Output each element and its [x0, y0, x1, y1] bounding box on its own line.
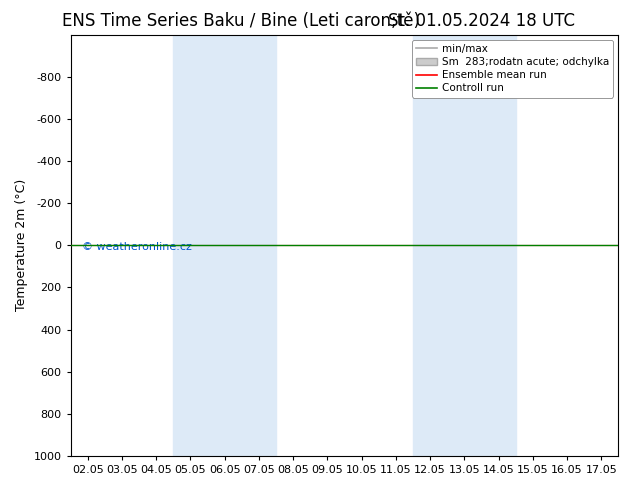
Bar: [413, 35, 515, 456]
Text: © weatheronline.cz: © weatheronline.cz: [82, 243, 191, 252]
Legend: min/max, Sm  283;rodatn acute; odchylka, Ensemble mean run, Controll run: min/max, Sm 283;rodatn acute; odchylka, …: [411, 40, 613, 98]
Text: ENS Time Series Baku / Bine (Leti caron;tě): ENS Time Series Baku / Bine (Leti caron;…: [62, 12, 420, 30]
Text: St. 01.05.2024 18 UTC: St. 01.05.2024 18 UTC: [389, 12, 575, 30]
Y-axis label: Temperature 2m (°C): Temperature 2m (°C): [15, 179, 28, 312]
Bar: [173, 35, 276, 456]
